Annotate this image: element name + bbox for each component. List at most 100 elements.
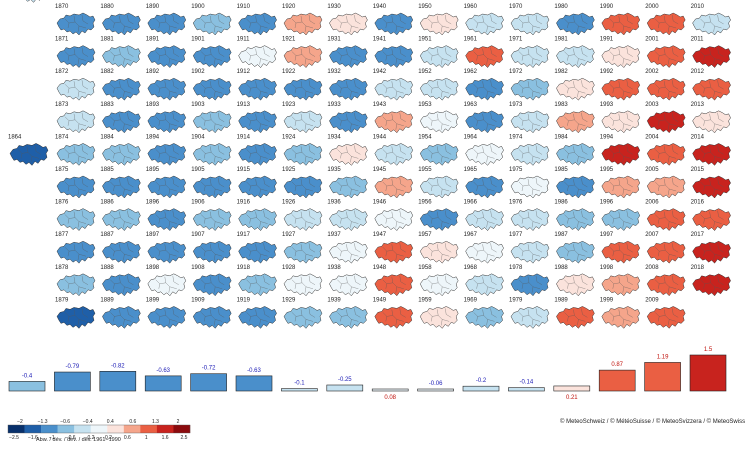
map-1864: 1864 xyxy=(8,134,49,166)
map-year-label: 1962 xyxy=(464,69,478,75)
map-1964: 1964 xyxy=(464,134,504,166)
map-year-label: 1982 xyxy=(554,69,568,75)
map-year-label: 1891 xyxy=(146,37,160,43)
map-year-label: 1901 xyxy=(191,37,205,43)
colorbar-tick-upper: −1.3 xyxy=(38,419,48,425)
map-relief-lines xyxy=(700,145,724,163)
map-year-label: 1934 xyxy=(327,134,341,140)
map-1923: 1923 xyxy=(282,102,323,134)
map-year-label: 1989 xyxy=(554,297,568,303)
map-1896: 1896 xyxy=(146,200,187,231)
map-1901: 1901 xyxy=(191,37,232,68)
map-year-label: 1918 xyxy=(237,265,251,271)
switzerland-map-shape xyxy=(646,273,686,297)
map-relief-lines xyxy=(246,47,270,65)
map-year-label: 2010 xyxy=(691,4,705,10)
map-relief-lines xyxy=(17,145,42,163)
map-2008: 2008 xyxy=(645,265,686,297)
switzerland-map-shape xyxy=(510,240,550,264)
map-year-label: 2009 xyxy=(645,297,659,303)
map-relief-lines xyxy=(201,47,225,65)
map-relief-lines xyxy=(64,14,89,33)
decade-mean-label: 0.21 xyxy=(566,395,578,401)
switzerland-map-shape xyxy=(419,45,459,68)
switzerland-map-shape xyxy=(147,175,187,199)
map-1913: 1913 xyxy=(237,102,277,134)
colorbar: −2 −1.3 −0.6 −0.4 0.4 0.6 1.3 2 −2.5 −1.6 −1 −0.6 −0… xyxy=(7,419,191,441)
switzerland-map-shape xyxy=(692,12,731,36)
map-1940: 1940 xyxy=(373,4,414,36)
map-1962: 1962 xyxy=(464,69,504,101)
map-1947: 1947 xyxy=(373,232,414,264)
map-relief-lines xyxy=(564,47,588,65)
switzerland-map-shape xyxy=(601,208,641,231)
map-1979: 1979 xyxy=(509,297,550,329)
map-year-label: 1878 xyxy=(55,265,69,271)
map-relief-lines xyxy=(291,177,316,196)
map-2006: 2006 xyxy=(645,200,686,231)
decade-bar xyxy=(326,384,364,392)
map-relief-lines xyxy=(382,112,406,130)
switzerland-map-shape xyxy=(465,45,504,68)
map-year-label: 2003 xyxy=(645,102,659,108)
decade-bar xyxy=(190,373,227,392)
switzerland-map-shape xyxy=(329,175,368,199)
switzerland-map-shape xyxy=(192,110,232,134)
map-relief-lines xyxy=(473,112,497,130)
colorbar-swatch xyxy=(107,425,125,433)
map-1875: 1875 xyxy=(55,167,96,199)
decade-bar xyxy=(508,387,545,392)
switzerland-map-shape xyxy=(419,273,459,297)
switzerland-map-shape xyxy=(147,208,187,231)
decade-bar-5: -0.63 xyxy=(235,368,273,392)
map-2012: 2012 xyxy=(691,69,731,101)
map-year-label: 1997 xyxy=(600,232,614,238)
switzerland-map-shape xyxy=(510,110,550,134)
map-year-label: 1886 xyxy=(100,200,114,206)
switzerland-map-shape xyxy=(556,12,595,36)
map-1976: 1976 xyxy=(509,200,550,231)
switzerland-map-shape xyxy=(283,208,323,231)
map-1899: 1899 xyxy=(146,297,187,329)
map-1879: 1879 xyxy=(55,297,96,329)
map-relief-lines xyxy=(246,112,270,130)
map-year-label: 1955 xyxy=(418,167,432,173)
map-year-label: 1908 xyxy=(191,265,205,271)
map-year-label: 1909 xyxy=(191,297,205,303)
map-year-label: 2002 xyxy=(645,69,659,75)
decade-bar-13: 0.87 xyxy=(598,362,636,392)
switzerland-map-shape xyxy=(556,110,595,134)
map-relief-lines xyxy=(110,210,134,228)
map-relief-lines xyxy=(155,177,179,196)
map-1897: 1897 xyxy=(146,232,187,264)
map-year-label: 1896 xyxy=(146,200,160,206)
map-year-label: 1986 xyxy=(554,200,568,206)
switzerland-map-shape xyxy=(601,273,641,297)
map-1945: 1945 xyxy=(373,167,414,199)
switzerland-map-shape xyxy=(465,110,504,134)
map-relief-lines xyxy=(700,275,724,293)
switzerland-map-shape xyxy=(374,240,414,264)
map-1997: 1997 xyxy=(600,232,641,264)
map-year-label: 1880 xyxy=(100,4,114,10)
map-1910: 1910 xyxy=(237,4,277,36)
switzerland-map-shape xyxy=(556,143,595,166)
map-1887: 1887 xyxy=(100,232,141,264)
switzerland-map-shape xyxy=(102,306,141,329)
colorbar-tick-upper: 0.4 xyxy=(107,419,114,425)
map-year-label: 1864 xyxy=(8,134,22,140)
map-relief-lines xyxy=(155,275,179,293)
map-relief-lines xyxy=(655,14,679,33)
map-year-label: 1888 xyxy=(100,265,114,271)
switzerland-map-shape xyxy=(192,273,232,297)
decade-bar xyxy=(144,375,182,392)
switzerland-map-shape xyxy=(646,110,686,134)
map-year-label: 1882 xyxy=(100,69,114,75)
decade-bar-0: -0.4 xyxy=(8,373,46,392)
map-year-label: 1903 xyxy=(191,102,205,108)
map-1917: 1917 xyxy=(237,232,277,264)
map-year-label: 1907 xyxy=(191,232,205,238)
map-relief-lines xyxy=(291,112,316,130)
map-2002: 2002 xyxy=(645,69,686,101)
map-year-label: 1980 xyxy=(554,4,568,10)
